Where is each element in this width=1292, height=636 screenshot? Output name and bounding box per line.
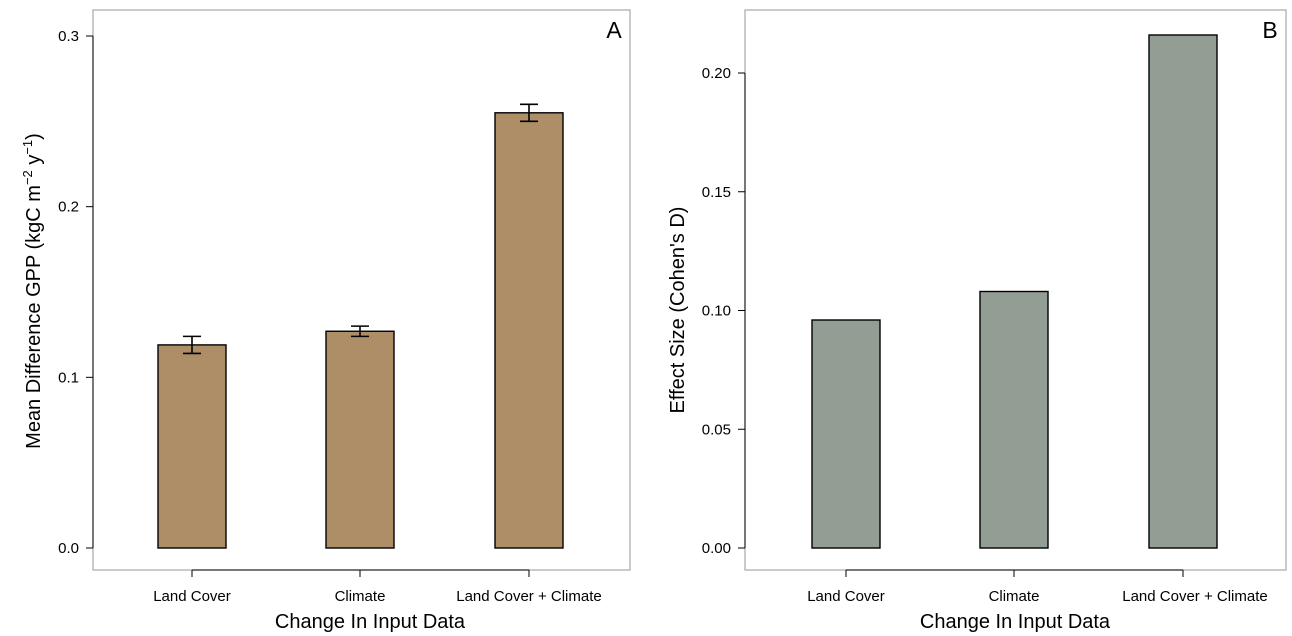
panel-a-y-axis-title-exp1: −2	[20, 170, 35, 185]
panel-a-bars	[158, 104, 563, 548]
panel-a-y-axis-title-end: )	[23, 133, 45, 140]
panel-b-letter: B	[1262, 17, 1277, 43]
panel-a-y-axis-title-mid: y	[23, 155, 45, 171]
panel-a-y-tick-label: 0.0	[58, 540, 79, 557]
panel-a-bar-3	[495, 113, 563, 548]
panel-a-y-axis-title-base: Mean Difference GPP (kgC m	[23, 185, 45, 449]
panel-b-x-tick-label: Climate	[989, 588, 1040, 605]
panel-b-y-tick-label: 0.00	[702, 540, 731, 557]
panel-b-bar-3	[1149, 35, 1217, 548]
panel-b-y-tick-label: 0.15	[702, 184, 731, 201]
panel-b-x-axis-title: Change In Input Data	[920, 611, 1111, 633]
panel-a-letter: A	[606, 17, 622, 43]
panel-a-bar-2	[326, 331, 394, 548]
panel-a-bar-1	[158, 345, 226, 548]
panel-b-x-tick-label: Land Cover + Climate	[1122, 588, 1268, 605]
panel-b-bar-1	[812, 320, 880, 548]
panel-a-x-axis-title: Change In Input Data	[275, 611, 466, 633]
panel-b-y-tick-label: 0.10	[702, 303, 731, 320]
panel-a-x-tick-label: Land Cover + Climate	[456, 588, 602, 605]
panel-a-y-axis-title-exp2: −1	[20, 140, 35, 155]
panel-b-x-tick-label: Land Cover	[807, 588, 885, 605]
panel-b-y-tick-label: 0.20	[702, 65, 731, 82]
panel-a-x-tick-label: Land Cover	[153, 588, 231, 605]
panel-b-y-axis-title: Effect Size (Cohen's D)	[667, 207, 689, 414]
panel-a-y-axis-title: Mean Difference GPP (kgC m−2 y−1)	[20, 133, 45, 449]
panel-a-y-tick-label: 0.2	[58, 199, 79, 216]
panel-b-bar-2	[980, 292, 1048, 549]
panel-a-y-tick-label: 0.1	[58, 369, 79, 386]
panel-a-y-tick-label: 0.3	[58, 28, 79, 45]
panel-b-y-tick-label: 0.05	[702, 421, 731, 438]
panel-a-x-tick-label: Climate	[335, 588, 386, 605]
panel-b-bars	[812, 35, 1217, 548]
panel-b: B 0.00 0.05 0.10 0.15 0.20 Land Cover Cl…	[667, 10, 1286, 633]
panel-a: A 0.0 0.1 0.2 0.3 Land Cover Climate Lan…	[20, 10, 630, 633]
